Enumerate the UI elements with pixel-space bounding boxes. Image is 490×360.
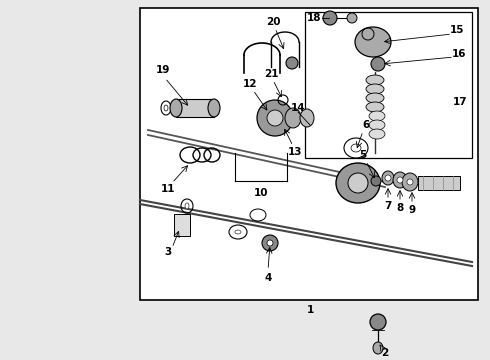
Ellipse shape [336,163,380,203]
Ellipse shape [366,93,384,103]
Text: 6: 6 [363,120,369,130]
Ellipse shape [300,109,314,127]
Ellipse shape [257,100,293,136]
Ellipse shape [267,110,283,126]
Ellipse shape [407,179,413,185]
Ellipse shape [185,203,189,209]
Ellipse shape [373,342,383,354]
Ellipse shape [366,75,384,85]
Ellipse shape [371,176,381,186]
Ellipse shape [385,175,391,181]
Text: 3: 3 [164,247,171,257]
Ellipse shape [355,27,391,57]
Text: 8: 8 [396,203,404,213]
Ellipse shape [370,314,386,330]
Bar [176,99,214,117]
Ellipse shape [397,177,403,183]
Text: 15: 15 [450,25,464,35]
Ellipse shape [235,230,241,234]
Ellipse shape [323,11,337,25]
Ellipse shape [366,84,384,94]
Ellipse shape [164,105,168,111]
Ellipse shape [286,57,298,69]
Bar [140,8,478,300]
Bar [305,12,472,158]
Text: 2: 2 [381,348,389,358]
Ellipse shape [267,240,273,246]
Text: 5: 5 [359,150,367,160]
Text: 18: 18 [307,13,321,23]
Ellipse shape [348,173,368,193]
Ellipse shape [208,99,220,117]
Ellipse shape [170,99,182,117]
Ellipse shape [369,129,385,139]
Text: 12: 12 [243,79,257,89]
Text: 20: 20 [266,17,280,27]
Ellipse shape [351,144,361,152]
Text: 4: 4 [264,273,271,283]
Ellipse shape [371,57,385,71]
Text: 1: 1 [306,305,314,315]
Ellipse shape [347,13,357,23]
Text: 9: 9 [409,205,416,215]
Ellipse shape [369,120,385,130]
Ellipse shape [285,108,301,128]
Ellipse shape [262,235,278,251]
Ellipse shape [382,171,394,185]
Text: 11: 11 [161,184,175,194]
Ellipse shape [402,173,418,191]
Text: 10: 10 [254,188,268,198]
Ellipse shape [393,172,407,188]
Bar [174,214,190,236]
Text: 17: 17 [453,97,467,107]
Text: 19: 19 [156,65,170,75]
Text: 13: 13 [288,147,302,157]
Text: 21: 21 [264,69,278,79]
Text: 16: 16 [452,49,466,59]
Ellipse shape [369,111,385,121]
Text: 14: 14 [291,103,305,113]
Text: 7: 7 [384,201,392,211]
Ellipse shape [366,102,384,112]
Bar [418,176,460,190]
